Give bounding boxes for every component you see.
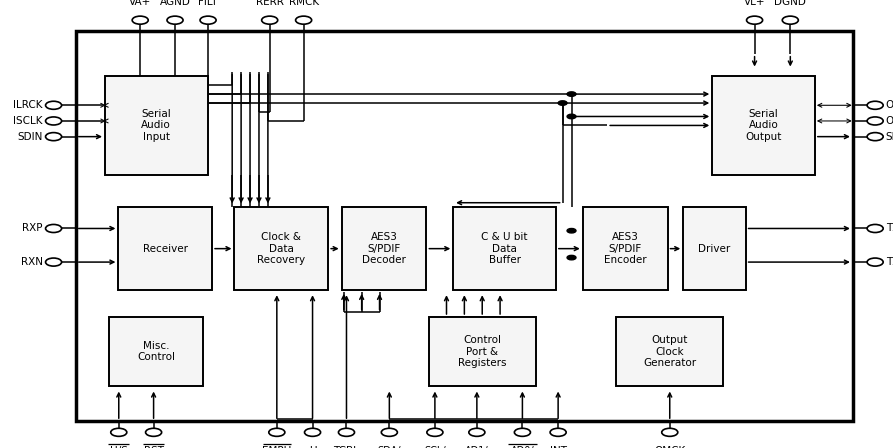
Text: INT: INT <box>549 446 567 448</box>
Text: AES3
S/PDIF
Decoder: AES3 S/PDIF Decoder <box>362 232 406 265</box>
Bar <box>118 207 213 290</box>
Text: DGND: DGND <box>774 0 806 7</box>
Text: Clock &
Data
Recovery: Clock & Data Recovery <box>257 232 305 265</box>
Text: VA+: VA+ <box>129 0 151 7</box>
Text: TCBL: TCBL <box>334 446 359 448</box>
Text: H/S: H/S <box>110 446 128 448</box>
Text: RERR: RERR <box>255 0 284 7</box>
Text: AD0/: AD0/ <box>511 446 534 448</box>
Text: AD1/: AD1/ <box>465 446 488 448</box>
Bar <box>616 317 723 386</box>
Bar <box>234 207 329 290</box>
Text: TXP: TXP <box>886 224 893 233</box>
Circle shape <box>558 101 567 105</box>
Text: Misc.
Control: Misc. Control <box>138 341 175 362</box>
Text: OLRCK: OLRCK <box>886 100 893 110</box>
Text: Receiver: Receiver <box>143 244 188 254</box>
Text: OSCLK: OSCLK <box>886 116 893 126</box>
Circle shape <box>567 92 576 96</box>
Bar <box>109 317 203 386</box>
Text: U: U <box>309 446 316 448</box>
Circle shape <box>567 228 576 233</box>
Text: Serial
Audio
Output: Serial Audio Output <box>746 109 781 142</box>
Bar <box>683 207 746 290</box>
Text: AES3
S/PDIF
Encoder: AES3 S/PDIF Encoder <box>604 232 647 265</box>
Text: EMPH: EMPH <box>263 446 291 448</box>
Circle shape <box>567 255 576 260</box>
Bar <box>105 76 207 175</box>
Text: C & U bit
Data
Buffer: C & U bit Data Buffer <box>481 232 528 265</box>
Bar <box>76 31 853 421</box>
Text: SCL/: SCL/ <box>424 446 446 448</box>
Text: FILT: FILT <box>198 0 218 7</box>
Text: Output
Clock
Generator: Output Clock Generator <box>643 335 697 368</box>
Text: SDA/: SDA/ <box>378 446 401 448</box>
Bar <box>713 76 814 175</box>
Text: OMCK: OMCK <box>655 446 685 448</box>
Text: RXP: RXP <box>22 224 43 233</box>
Circle shape <box>567 114 576 119</box>
Text: TXN: TXN <box>886 257 893 267</box>
Text: SDOUT: SDOUT <box>886 132 893 142</box>
Bar <box>429 317 536 386</box>
Text: Control
Port &
Registers: Control Port & Registers <box>458 335 506 368</box>
Bar <box>453 207 555 290</box>
Text: ILRCK: ILRCK <box>13 100 43 110</box>
Bar <box>582 207 667 290</box>
Text: VL+: VL+ <box>744 0 765 7</box>
Bar <box>341 207 427 290</box>
Text: Driver: Driver <box>698 244 730 254</box>
Text: ISCLK: ISCLK <box>13 116 43 126</box>
Text: Serial
Audio
Input: Serial Audio Input <box>141 109 171 142</box>
Text: RXN: RXN <box>21 257 43 267</box>
Text: SDIN: SDIN <box>18 132 43 142</box>
Text: RMCK: RMCK <box>288 0 319 7</box>
Text: AGND: AGND <box>160 0 190 7</box>
Text: RST: RST <box>144 446 163 448</box>
